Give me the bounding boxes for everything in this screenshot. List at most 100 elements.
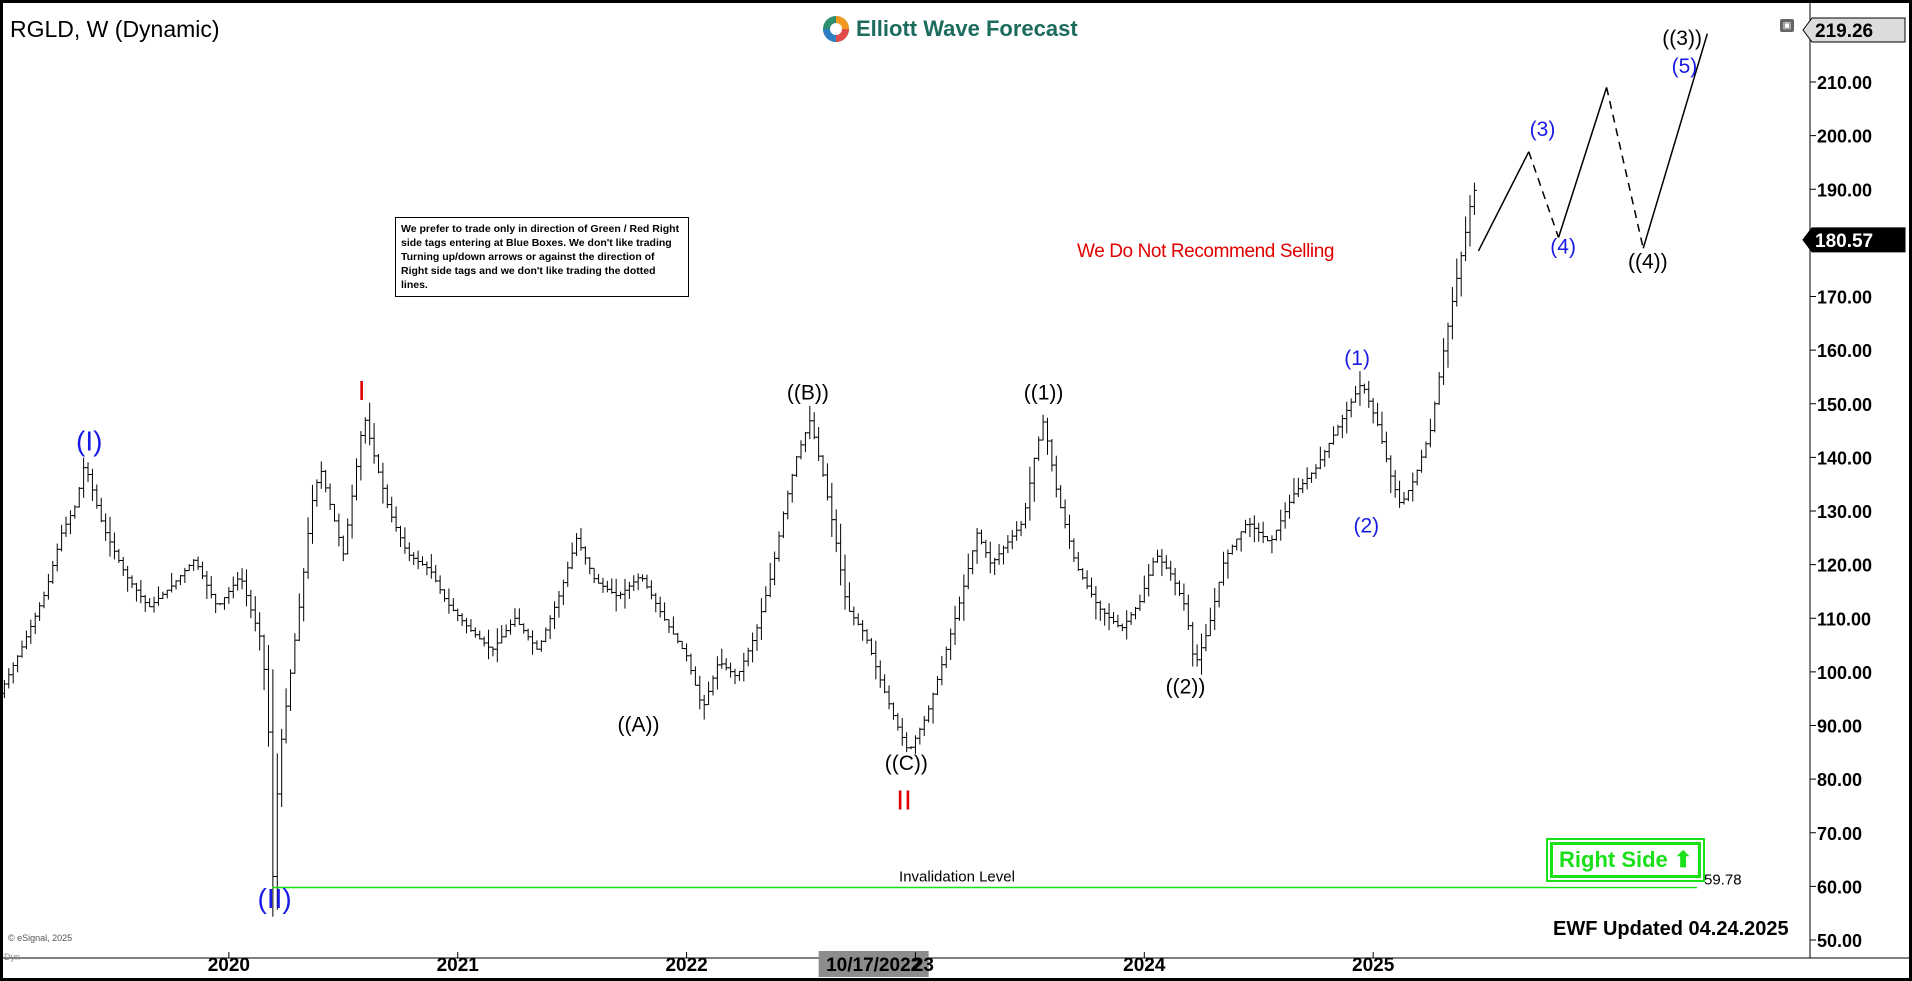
ohlc-bar	[1194, 644, 1200, 667]
ohlc-bar	[230, 576, 236, 599]
ohlc-bar	[820, 455, 826, 477]
ohlc-bar	[239, 568, 245, 590]
ohlc-bar	[442, 589, 448, 602]
updated-stamp: EWF Updated 04.24.2025	[1553, 918, 1789, 940]
wave-label: (3)	[1530, 118, 1556, 141]
ohlc-bar	[587, 557, 593, 575]
ohlc-bar	[1449, 287, 1455, 340]
ohlc-bar	[1441, 338, 1447, 385]
ohlc-bar	[521, 623, 527, 634]
ohlc-bar	[1110, 611, 1116, 624]
ohlc-bar	[706, 681, 712, 706]
ohlc-bar	[1366, 380, 1372, 408]
ohlc-bar	[618, 591, 624, 600]
ohlc-bar	[1326, 442, 1332, 459]
ohlc-bar	[1102, 608, 1108, 626]
ohlc-bar	[1049, 439, 1055, 472]
dynamic-mode-toggle[interactable]: Dyn	[4, 952, 21, 962]
ohlc-bar	[864, 629, 870, 644]
ohlc-bar	[28, 619, 34, 644]
ohlc-bar	[1317, 446, 1323, 470]
wave-label: ((1))	[1024, 381, 1064, 404]
ohlc-bar	[85, 462, 91, 482]
ohlc-bar	[252, 596, 258, 632]
ohlc-bar	[785, 490, 791, 520]
ohlc-bar	[1375, 402, 1381, 427]
ohlc-bar	[186, 564, 192, 572]
ohlc-bar	[692, 666, 698, 686]
ohlc-bar	[314, 479, 320, 507]
ohlc-bar	[6, 668, 12, 689]
ohlc-bar	[1009, 530, 1015, 550]
restore-window-icon[interactable]: ▣	[1780, 19, 1794, 32]
ohlc-bar	[151, 596, 157, 613]
ohlc-bar	[415, 550, 421, 570]
ohlc-bar	[1436, 372, 1442, 405]
ohlc-bar	[393, 506, 399, 532]
ohlc-bar	[974, 528, 980, 564]
ohlc-bar	[450, 598, 456, 612]
projection-segment	[1642, 33, 1709, 249]
ohlc-bar	[261, 634, 267, 691]
ohlc-bar	[1295, 477, 1301, 498]
ohlc-bar	[353, 458, 359, 501]
projection-dashed-segment	[1605, 87, 1644, 249]
ohlc-bar	[794, 456, 800, 477]
ohlc-bar	[1322, 449, 1328, 467]
ohlc-bar	[1344, 401, 1350, 434]
brand-name: Elliott Wave Forecast	[856, 16, 1078, 41]
ohlc-bar	[890, 702, 896, 720]
ohlc-bar	[1291, 478, 1297, 504]
ohlc-bar	[1229, 544, 1235, 555]
ohlc-bar	[846, 582, 852, 612]
ohlc-bar	[565, 561, 571, 587]
ohlc-bar	[1080, 568, 1086, 580]
ohlc-bar	[287, 669, 293, 711]
ohlc-bar	[424, 561, 430, 576]
ohlc-bar	[657, 596, 663, 618]
y-tick-label: 190.00	[1817, 180, 1872, 200]
ohlc-bar	[965, 553, 971, 590]
ohlc-bar	[688, 653, 694, 675]
ohlc-bar	[811, 412, 817, 440]
ohlc-bar	[1282, 502, 1288, 529]
ohlc-bar	[428, 553, 434, 579]
ohlc-bar	[1463, 216, 1469, 262]
ohlc-bar	[996, 544, 1002, 565]
ohlc-bar	[970, 550, 976, 575]
ohlc-bar	[494, 628, 500, 663]
ohlc-bar	[138, 580, 144, 604]
ohlc-bar	[530, 630, 536, 655]
ohlc-bar	[591, 567, 597, 584]
ohlc-bar	[750, 632, 756, 663]
ohlc-bar	[556, 591, 562, 618]
ohlc-bar	[318, 461, 324, 489]
ohlc-bar	[1, 679, 7, 699]
ohlc-bar	[1181, 583, 1187, 611]
ohlc-bar	[701, 694, 707, 720]
ohlc-bar	[1203, 623, 1209, 652]
ohlc-bar	[613, 578, 619, 612]
wave-label: ((B))	[787, 381, 829, 404]
ohlc-bar	[362, 417, 368, 444]
ohlc-bar	[94, 484, 100, 509]
ohlc-bar	[1018, 520, 1024, 537]
ohlc-bar	[63, 516, 69, 537]
ohlc-bar	[1022, 502, 1028, 529]
ohlc-bar	[525, 628, 531, 641]
ohlc-bar	[54, 543, 60, 572]
ohlc-bar	[1273, 529, 1279, 541]
price-tag-label: 180.57	[1815, 231, 1873, 252]
ohlc-bar	[758, 598, 764, 640]
ohlc-bar	[411, 552, 417, 565]
ohlc-bar	[103, 513, 109, 541]
ohlc-bar	[719, 648, 725, 669]
ohlc-bar	[648, 580, 654, 600]
y-tick-label: 210.00	[1817, 73, 1872, 93]
ohlc-bar	[1163, 555, 1169, 570]
ohlc-bar	[398, 525, 404, 548]
ohlc-bar	[882, 674, 888, 694]
ohlc-bar	[208, 576, 214, 599]
ohlc-bar	[538, 640, 544, 652]
